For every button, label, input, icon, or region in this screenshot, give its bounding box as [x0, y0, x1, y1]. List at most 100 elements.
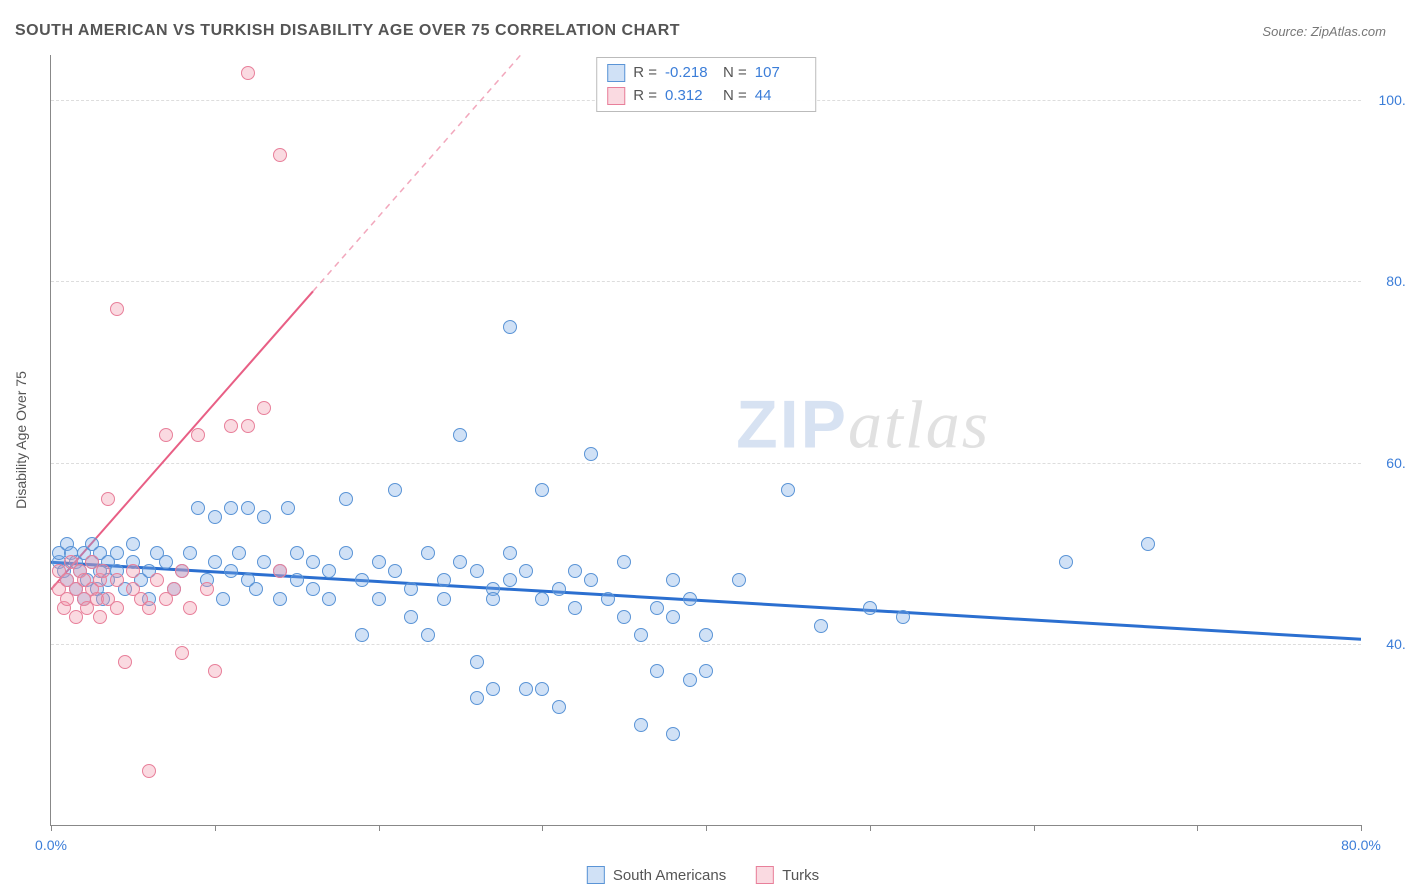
data-point	[552, 582, 566, 596]
data-point	[208, 555, 222, 569]
data-point	[470, 655, 484, 669]
data-point	[453, 428, 467, 442]
data-point	[896, 610, 910, 624]
data-point	[699, 664, 713, 678]
data-point	[666, 573, 680, 587]
data-point	[666, 727, 680, 741]
data-point	[535, 592, 549, 606]
data-point	[208, 510, 222, 524]
data-point	[486, 592, 500, 606]
data-point	[322, 592, 336, 606]
data-point	[118, 655, 132, 669]
data-point	[281, 501, 295, 515]
trend-lines	[51, 55, 1361, 825]
legend-item: Turks	[756, 866, 819, 884]
data-point	[503, 546, 517, 560]
data-point	[634, 628, 648, 642]
data-point	[470, 691, 484, 705]
data-point	[126, 564, 140, 578]
stat-r-value: 0.312	[665, 85, 715, 108]
data-point	[453, 555, 467, 569]
data-point	[486, 682, 500, 696]
data-point	[372, 592, 386, 606]
data-point	[437, 592, 451, 606]
data-point	[404, 582, 418, 596]
data-point	[110, 573, 124, 587]
stat-n-label: N =	[723, 62, 747, 85]
data-point	[224, 501, 238, 515]
data-point	[388, 564, 402, 578]
data-point	[159, 428, 173, 442]
gridline	[51, 281, 1361, 282]
x-tick	[215, 825, 216, 831]
data-point	[568, 601, 582, 615]
data-point	[273, 564, 287, 578]
data-point	[503, 320, 517, 334]
data-point	[355, 628, 369, 642]
data-point	[814, 619, 828, 633]
stat-n-label: N =	[723, 85, 747, 108]
data-point	[232, 546, 246, 560]
plot-area: 40.0%60.0%80.0%100.0%0.0%80.0% ZIPatlas …	[50, 55, 1361, 826]
data-point	[273, 592, 287, 606]
watermark-zip: ZIP	[736, 386, 848, 462]
data-point	[601, 592, 615, 606]
data-point	[306, 582, 320, 596]
legend-item: South Americans	[587, 866, 726, 884]
legend-swatch	[587, 866, 605, 884]
source-value: ZipAtlas.com	[1311, 24, 1386, 39]
data-point	[224, 564, 238, 578]
data-point	[535, 483, 549, 497]
data-point	[110, 302, 124, 316]
data-point	[568, 564, 582, 578]
data-point	[183, 546, 197, 560]
stat-r-label: R =	[633, 62, 657, 85]
data-point	[421, 546, 435, 560]
data-point	[257, 555, 271, 569]
data-point	[257, 401, 271, 415]
data-point	[634, 718, 648, 732]
stat-r-value: -0.218	[665, 62, 715, 85]
data-point	[699, 628, 713, 642]
data-point	[191, 428, 205, 442]
x-tick	[379, 825, 380, 831]
data-point	[552, 700, 566, 714]
data-point	[208, 664, 222, 678]
stats-row: R =-0.218N =107	[607, 62, 805, 85]
data-point	[404, 610, 418, 624]
y-tick-label: 40.0%	[1371, 636, 1406, 652]
data-point	[863, 601, 877, 615]
data-point	[290, 546, 304, 560]
data-point	[142, 601, 156, 615]
data-point	[175, 564, 189, 578]
data-point	[241, 419, 255, 433]
data-point	[96, 564, 110, 578]
data-point	[306, 555, 320, 569]
legend-swatch	[756, 866, 774, 884]
data-point	[167, 582, 181, 596]
y-axis-title: Disability Age Over 75	[13, 371, 29, 509]
legend-label: Turks	[782, 867, 819, 884]
data-point	[110, 601, 124, 615]
source-label: Source:	[1262, 24, 1307, 39]
x-tick	[1361, 825, 1362, 831]
x-tick	[1197, 825, 1198, 831]
data-point	[355, 573, 369, 587]
data-point	[1141, 537, 1155, 551]
bottom-legend: South Americans Turks	[587, 866, 819, 884]
data-point	[519, 682, 533, 696]
data-point	[503, 573, 517, 587]
legend-label: South Americans	[613, 867, 726, 884]
data-point	[584, 447, 598, 461]
data-point	[101, 492, 115, 506]
stats-legend-box: R =-0.218N =107R =0.312N =44	[596, 57, 816, 112]
data-point	[339, 492, 353, 506]
data-point	[666, 610, 680, 624]
data-point	[142, 764, 156, 778]
x-tick	[542, 825, 543, 831]
data-point	[191, 501, 205, 515]
data-point	[437, 573, 451, 587]
x-tick	[1034, 825, 1035, 831]
data-point	[683, 673, 697, 687]
data-point	[535, 682, 549, 696]
